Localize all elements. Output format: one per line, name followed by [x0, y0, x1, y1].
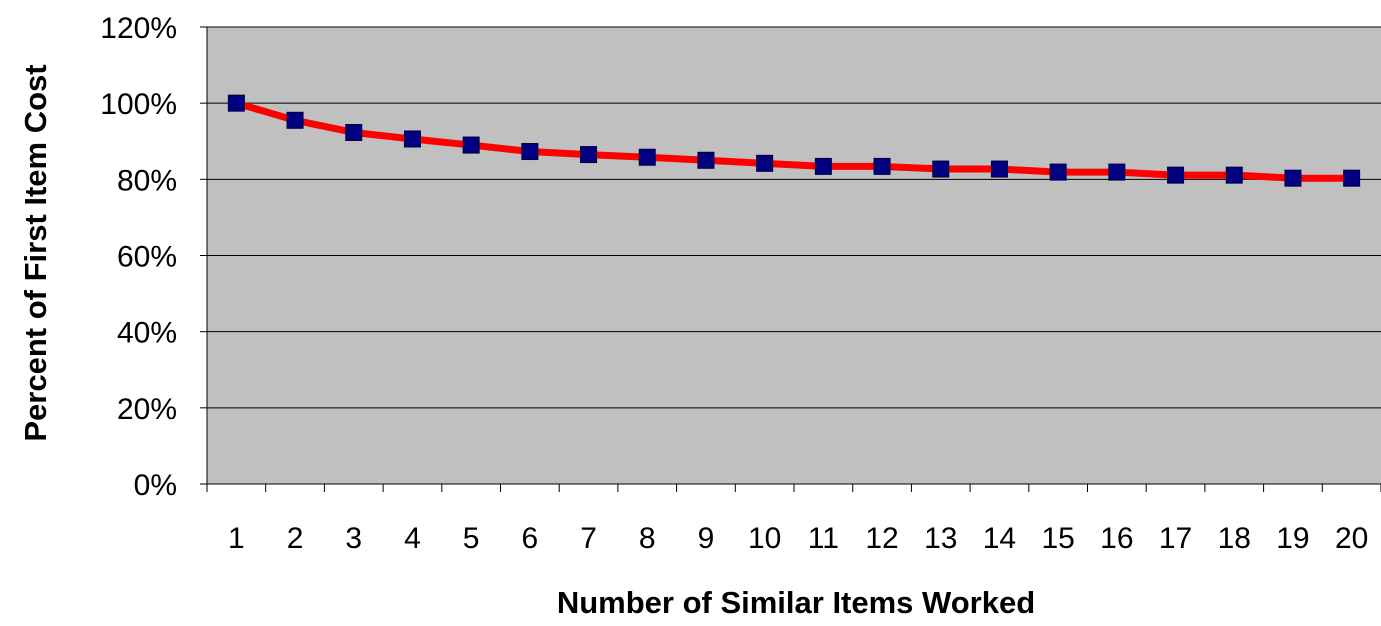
data-point-marker	[521, 143, 539, 161]
data-point-marker	[1225, 166, 1243, 184]
x-tick-label: 12	[865, 522, 898, 555]
y-tick-label: 20%	[117, 393, 177, 426]
series-line-group	[232, 99, 1356, 182]
data-point-marker	[990, 160, 1008, 178]
y-tick-label: 120%	[100, 12, 177, 45]
data-point-marker	[638, 148, 656, 166]
data-point-marker	[580, 146, 598, 164]
x-axis-title: Number of Similar Items Worked	[557, 585, 1035, 620]
x-tick-label: 3	[345, 522, 362, 555]
gridlines	[200, 26, 1381, 492]
data-point-marker	[286, 111, 304, 129]
data-point-marker	[1108, 163, 1126, 181]
x-tick-label: 18	[1218, 522, 1251, 555]
x-tick-label: 6	[522, 522, 539, 555]
x-tick-label: 15	[1041, 522, 1074, 555]
data-point-marker	[932, 160, 950, 178]
y-tick-label: 40%	[117, 317, 177, 350]
x-tick-label: 9	[698, 522, 715, 555]
y-tick-label: 80%	[117, 164, 177, 197]
y-tick-label: 0%	[134, 469, 177, 502]
data-point-marker	[403, 130, 421, 148]
series-line	[232, 99, 1356, 182]
x-tick-label: 10	[748, 522, 781, 555]
data-point-marker	[1049, 163, 1067, 181]
data-point-marker	[227, 94, 245, 112]
data-point-marker	[462, 136, 480, 154]
x-tick-label: 2	[287, 522, 304, 555]
y-axis-tick-labels: 0% 20% 40% 60% 80% 100% 120%	[100, 12, 177, 502]
data-point-marker	[873, 157, 891, 175]
x-tick-label: 20	[1335, 522, 1368, 555]
data-point-marker	[1343, 169, 1361, 187]
x-tick-label: 11	[808, 522, 839, 555]
data-point-marker	[1167, 166, 1185, 184]
data-point-marker	[1284, 169, 1302, 187]
x-axis-ticks	[206, 484, 1381, 492]
x-tick-label: 13	[924, 522, 957, 555]
x-axis-tick-labels: 1 2 3 4 5 6 7 8 9 10 11 12 13 14 15 16 17 18 19 20	[228, 522, 1368, 555]
x-tick-label: 14	[983, 522, 1016, 555]
data-point-marker	[345, 123, 363, 141]
x-tick-label: 5	[463, 522, 480, 555]
data-point-marker	[814, 157, 832, 175]
x-tick-label: 4	[404, 522, 421, 555]
data-point-marker	[697, 151, 715, 169]
x-tick-label: 16	[1100, 522, 1133, 555]
x-tick-label: 19	[1276, 522, 1309, 555]
x-tick-label: 17	[1159, 522, 1192, 555]
series-markers	[227, 94, 1361, 187]
x-tick-label: 8	[639, 522, 656, 555]
x-tick-label: 7	[580, 522, 597, 555]
y-tick-label: 100%	[100, 88, 177, 121]
y-axis-title: Percent of First Item Cost	[18, 64, 53, 441]
y-tick-label: 60%	[117, 241, 177, 274]
data-point-marker	[756, 154, 774, 172]
x-tick-label: 1	[228, 522, 245, 555]
